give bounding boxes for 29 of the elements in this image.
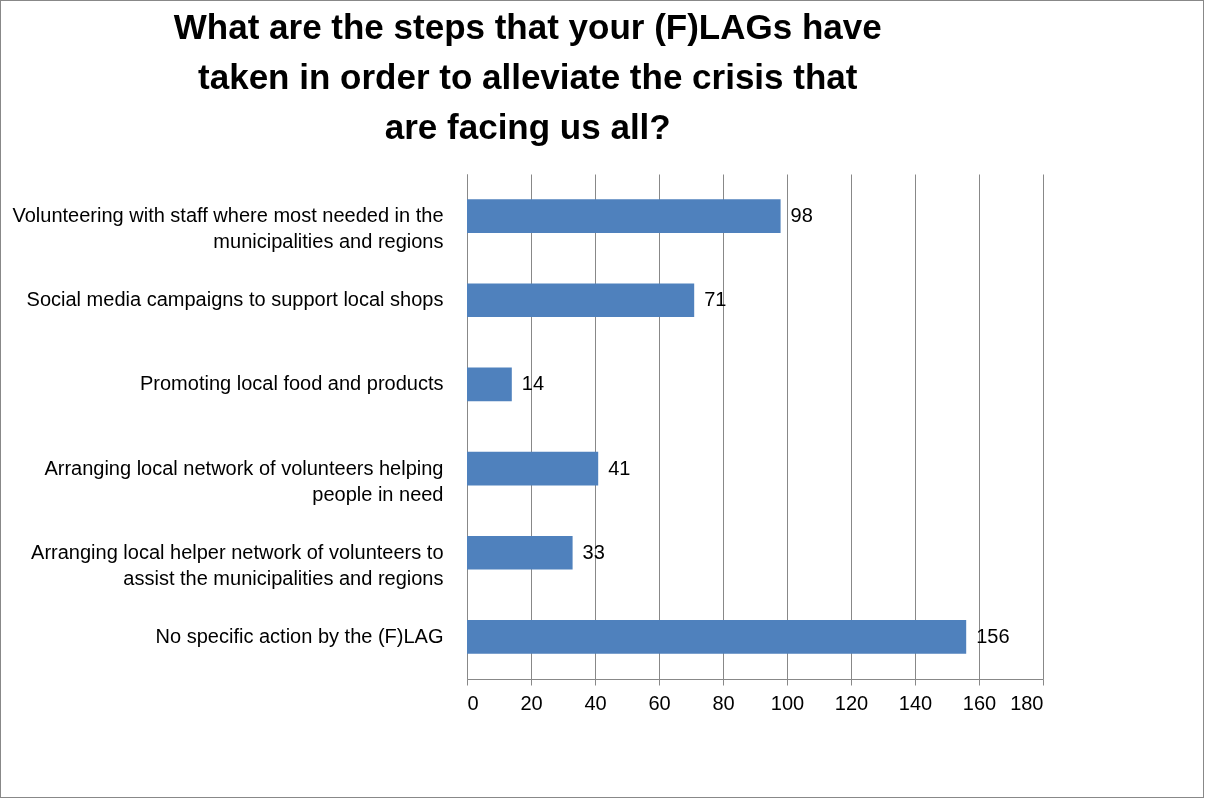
x-tick-label: 100: [770, 691, 805, 714]
bar: [467, 283, 695, 318]
data-label: 33: [582, 540, 605, 563]
x-tick-label: 60: [648, 691, 671, 714]
bar: [467, 199, 781, 233]
y-tick-label: Arranging local helper network of volunteers to assist the municipalities and regions: [31, 540, 444, 589]
data-label: 71: [704, 288, 727, 311]
bar: [467, 451, 599, 486]
x-tick-label: 180: [1010, 691, 1044, 714]
x-tick-label: 160: [962, 691, 997, 714]
x-tick-label: 120: [834, 691, 869, 714]
y-tick-label: No specific action by the (F)LAG: [155, 624, 444, 647]
bar: [467, 535, 573, 570]
data-label: 41: [608, 456, 631, 479]
x-tick-label: 20: [520, 691, 543, 714]
x-tick-label: 0: [467, 691, 479, 714]
y-tick-label: Arranging local network of volunteers helping people in need: [44, 456, 444, 505]
x-tick-label: 140: [898, 691, 933, 714]
y-tick-label: Promoting local food and products: [139, 372, 444, 395]
y-tick-label: Volunteering with staff where most needed in the municipalities and regions: [12, 204, 444, 253]
bar: [467, 367, 512, 402]
bar: [467, 620, 967, 654]
x-tick-label: 80: [712, 691, 735, 714]
chart-title: What are the steps that your (F)LAGs have taken in order to alleviate the crisis that are facing us all?: [173, 7, 882, 146]
data-label: 98: [790, 204, 813, 227]
y-tick-label: Social media campaigns to support local shops: [26, 288, 444, 311]
data-label: 14: [521, 372, 545, 395]
data-label: 156: [976, 624, 1010, 647]
x-tick-label: 40: [584, 691, 607, 714]
